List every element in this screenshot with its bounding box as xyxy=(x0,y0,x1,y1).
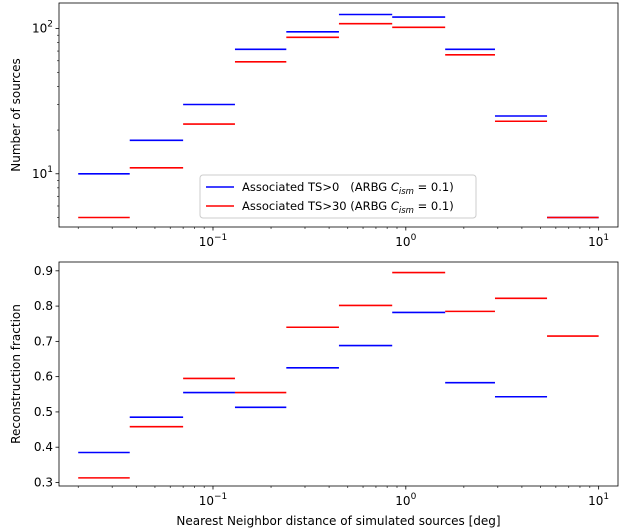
legend-entry-label: Associated TS>30 (ARBG Cism = 0.1) xyxy=(242,199,454,216)
tick-label-exponent: 1 xyxy=(603,233,609,243)
x-tick-label: 101 xyxy=(588,492,609,508)
y-tick-label: 0.9 xyxy=(34,264,53,278)
x-tick-label: 10−1 xyxy=(199,492,228,508)
y-tick-label: 101 xyxy=(32,165,53,181)
y-tick-label: 0.5 xyxy=(34,405,53,419)
y-tick-label: 0.7 xyxy=(34,334,53,348)
y-tick-label: 0.4 xyxy=(34,440,53,454)
y-tick-label: 0.6 xyxy=(34,370,53,384)
tick-label-base: 10 xyxy=(395,235,410,249)
tick-label-exponent: 2 xyxy=(47,20,53,30)
legend-box xyxy=(199,174,477,219)
tick-label-base: 10 xyxy=(32,22,47,36)
x-tick-label: 100 xyxy=(395,492,416,508)
y-tick-label: 0.3 xyxy=(34,475,53,489)
legend-entry-subscript: ism xyxy=(399,206,414,216)
x-axis-label: Nearest Neighbor distance of simulated s… xyxy=(176,514,500,528)
legend-entry-prefix: Associated TS>0 (ARBG xyxy=(242,180,391,194)
tick-label-exponent: −1 xyxy=(214,492,227,502)
legend-entry-suffix: = 0.1) xyxy=(414,199,454,213)
tick-label-exponent: −1 xyxy=(214,233,227,243)
legend-entry-suffix: = 0.1) xyxy=(414,180,454,194)
tick-label-base: 10 xyxy=(199,235,214,249)
tick-label-base: 10 xyxy=(588,235,603,249)
y-axis-label: Reconstruction fraction xyxy=(9,304,23,444)
x-tick-label: 101 xyxy=(588,233,609,249)
y-tick-label: 102 xyxy=(32,20,53,36)
y-axis-label: Number of sources xyxy=(9,58,23,172)
tick-label-exponent: 1 xyxy=(603,492,609,502)
tick-label-base: 10 xyxy=(588,494,603,508)
tick-label-base: 10 xyxy=(32,167,47,181)
legend-entry-variable: C xyxy=(391,199,399,213)
legend: Associated TS>0 (ARBG Cism = 0.1)Associa… xyxy=(199,174,477,219)
legend-entry-variable: C xyxy=(391,180,399,194)
axes-frame xyxy=(58,261,619,487)
legend-entry-subscript: ism xyxy=(399,187,414,197)
tick-label-base: 10 xyxy=(395,494,410,508)
legend-entry-prefix: Associated TS>30 (ARBG xyxy=(242,199,391,213)
bottom-panel: 10−1 100 1010.30.40.50.60.70.80.9Reconstru… xyxy=(9,261,619,528)
tick-label-base: 10 xyxy=(199,494,214,508)
tick-label-exponent: 0 xyxy=(411,492,417,502)
axes-frame xyxy=(58,2,619,228)
x-tick-label: 10−1 xyxy=(199,233,228,249)
x-tick-label: 100 xyxy=(395,233,416,249)
tick-label-exponent: 1 xyxy=(47,165,53,175)
legend-entry-label: Associated TS>0 (ARBG Cism = 0.1) xyxy=(242,180,454,197)
y-tick-label: 0.8 xyxy=(34,299,53,313)
tick-label-exponent: 0 xyxy=(411,233,417,243)
